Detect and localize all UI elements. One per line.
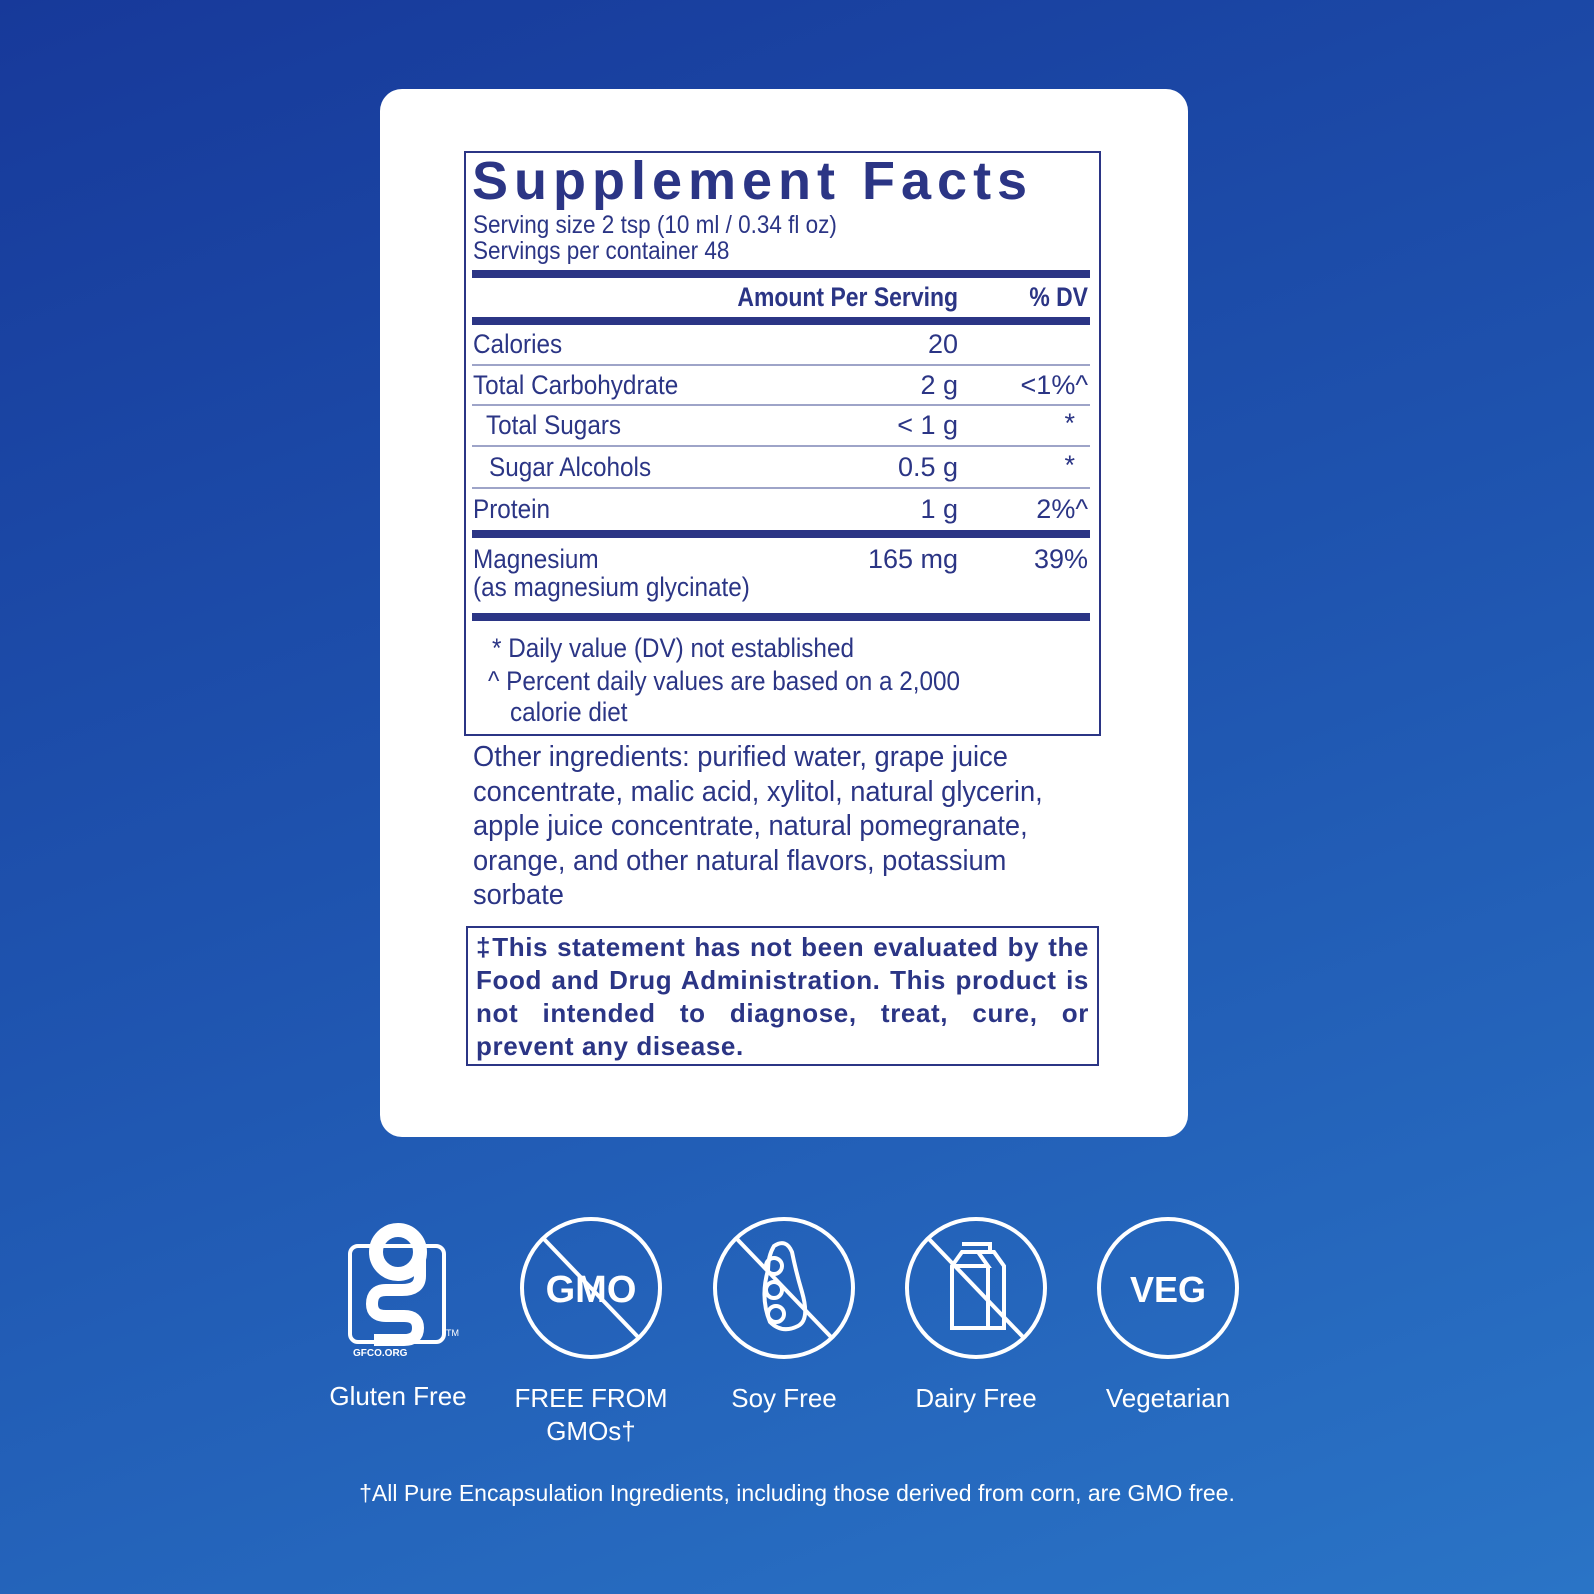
row-amount: 1 g: [920, 494, 958, 524]
other-ingredients: Other ingredients: purified water, grape…: [473, 741, 1043, 911]
row-amount: 20: [927, 329, 958, 359]
divider: [472, 530, 1090, 538]
veg-icon: VEG: [1097, 1217, 1239, 1359]
svg-text:GMO: GMO: [546, 1269, 637, 1311]
supplement-facts-panel: [464, 151, 1101, 736]
magnesium-name: Magnesium: [473, 544, 599, 574]
svg-text:TM: TM: [446, 1328, 459, 1338]
row-dv: <1%^: [1020, 370, 1088, 400]
gluten-free-gfco-icon: TM GFCO.ORG: [348, 1223, 459, 1359]
footnote: ^ Percent daily values are based on a 2,…: [488, 666, 961, 696]
no-soy-icon: [713, 1217, 855, 1359]
svg-text:GFCO.ORG: GFCO.ORG: [353, 1348, 408, 1359]
header-dv: % DV: [1029, 282, 1088, 312]
badge-label: Vegetarian: [1105, 1383, 1231, 1413]
row-dv: *: [1064, 408, 1075, 438]
badge-label: Soy Free: [731, 1383, 837, 1413]
row-name: Total Sugars: [486, 410, 622, 440]
header-amount: Amount Per Serving: [737, 282, 958, 312]
panel-title: Supplement Facts: [472, 151, 1034, 211]
divider: [472, 445, 1090, 447]
divider: [472, 487, 1090, 489]
no-gmo-icon: GMO: [520, 1217, 662, 1359]
divider: [472, 613, 1090, 621]
magnesium-source: (as magnesium glycinate): [473, 572, 750, 602]
row-name: Calories: [473, 329, 563, 359]
svg-text:VEG: VEG: [1130, 1269, 1206, 1310]
servings-per-container: Servings per container 48: [473, 237, 730, 265]
row-amount: < 1 g: [897, 410, 958, 440]
badge-label: Dairy Free: [915, 1383, 1037, 1413]
row-name: Sugar Alcohols: [489, 452, 652, 482]
row-amount: 0.5 g: [897, 452, 958, 482]
serving-size: Serving size 2 tsp (10 ml / 0.34 fl oz): [473, 211, 837, 239]
row-dv: 2%^: [1036, 494, 1088, 524]
badge-label: Gluten Free: [329, 1381, 467, 1411]
magnesium-amount: 165 mg: [867, 544, 958, 574]
divider: [472, 364, 1090, 366]
badge-label: FREE FROM GMOs†: [514, 1383, 668, 1446]
divider: [472, 270, 1090, 278]
divider: [472, 317, 1090, 325]
row-name: Total Carbohydrate: [473, 370, 679, 400]
row-dv: *: [1064, 450, 1075, 480]
no-dairy-icon: [905, 1217, 1047, 1359]
fda-disclaimer: ‡This statement has not been evaluated b…: [466, 926, 1099, 1066]
magnesium-dv: 39%: [1033, 544, 1088, 574]
row-amount: 2 g: [920, 370, 958, 400]
gmo-footnote: †All Pure Encapsulation Ingredients, inc…: [359, 1480, 1235, 1506]
divider: [472, 404, 1090, 406]
row-name: Protein: [473, 494, 551, 524]
footnote: calorie diet: [510, 697, 628, 727]
footnote: * Daily value (DV) not established: [492, 633, 854, 663]
